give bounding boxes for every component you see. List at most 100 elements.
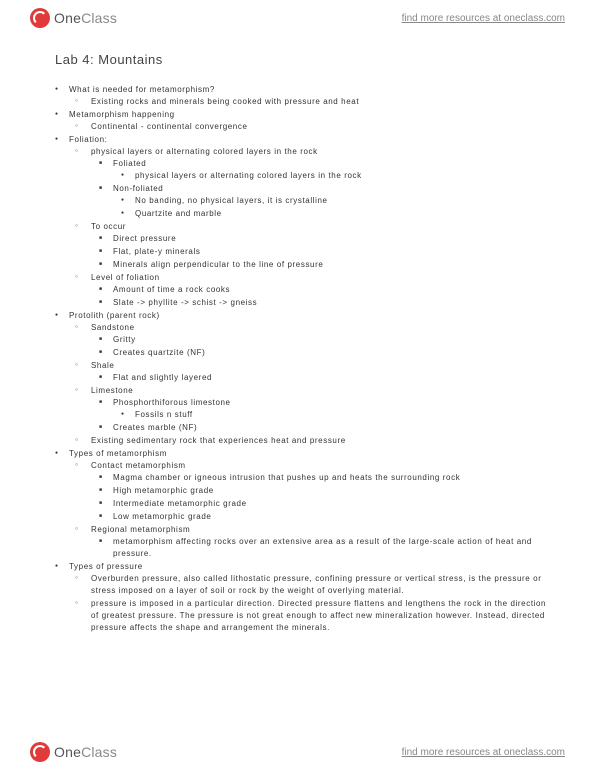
outline-level-2: Direct pressure Flat, plate-y minerals Min… (91, 233, 555, 271)
outline-level-3: physical layers or alternating colored l… (113, 170, 555, 182)
list-item: Creates marble (NF) (91, 422, 555, 434)
outline-level-1: physical layers or alternating colored l… (69, 146, 555, 309)
list-item: Sandstone Gritty Creates quartzite (NF) (69, 322, 555, 359)
list-item: Limestone Phosphorthiforous limestone Foss… (69, 385, 555, 434)
list-item: Types of metamorphism Contact metamorphis… (55, 448, 555, 560)
list-item: Low metamorphic grade (91, 511, 555, 523)
item-text: Creates quartzite (NF) (113, 348, 205, 357)
outline-level-2: Magma chamber or igneous intrusion that … (91, 472, 555, 523)
brand-one: One (54, 744, 81, 760)
item-text: Level of foliation (91, 273, 160, 282)
list-item: Flat and slightly layered (91, 372, 555, 384)
brand-name: OneClass (54, 10, 117, 26)
item-text: Foliated (113, 159, 146, 168)
item-text: Existing sedimentary rock that experienc… (91, 436, 346, 445)
list-item: Creates quartzite (NF) (91, 347, 555, 359)
list-item: Continental - continental convergence (69, 121, 555, 133)
item-text: Amount of time a rock cooks (113, 285, 230, 294)
list-item: Foliated physical layers or alternating c… (91, 158, 555, 182)
list-item: metamorphism affecting rocks over an ext… (91, 536, 555, 560)
brand-class: Class (81, 744, 117, 760)
item-text: pressure is imposed in a particular dire… (91, 599, 546, 632)
list-item: Quartzite and marble (113, 208, 555, 220)
list-item: No banding, no physical layers, it is cr… (113, 195, 555, 207)
list-item: physical layers or alternating colored l… (69, 146, 555, 220)
outline-level-1: Continental - continental convergence (69, 121, 555, 133)
item-text: Direct pressure (113, 234, 176, 243)
page-header: OneClass find more resources at oneclass… (0, 0, 595, 36)
item-text: What is needed for metamorphism? (69, 85, 215, 94)
item-text: Protolith (parent rock) (69, 311, 160, 320)
list-item: Foliation: physical layers or alternating… (55, 134, 555, 309)
item-text: Creates marble (NF) (113, 423, 197, 432)
list-item: Non-foliatedNo banding, no physical laye… (91, 183, 555, 220)
logo-circle-icon (30, 8, 50, 28)
item-text: Flat, plate-y minerals (113, 247, 200, 256)
item-text: No banding, no physical layers, it is cr… (135, 196, 328, 205)
outline-level-2: Amount of time a rock cooks Slate -> phyl… (91, 284, 555, 309)
list-item: Metamorphism happening Continental - cont… (55, 109, 555, 133)
item-text: Metamorphism happening (69, 110, 175, 119)
item-text: Low metamorphic grade (113, 512, 211, 521)
outline-level-2: Phosphorthiforous limestone Fossils n stu… (91, 397, 555, 434)
resources-link-top[interactable]: find more resources at oneclass.com (402, 13, 565, 24)
outline-level-1: Contact metamorphism Magma chamber or ign… (69, 460, 555, 560)
list-item: Minerals align perpendicular to the line… (91, 259, 555, 271)
list-item: Level of foliation Amount of time a rock … (69, 272, 555, 309)
item-text: Types of metamorphism (69, 449, 167, 458)
item-text: Phosphorthiforous limestone (113, 398, 231, 407)
item-text: Regional metamorphism (91, 525, 190, 534)
list-item: To occur Direct pressure Flat, plate-y min… (69, 221, 555, 271)
outline-level-3: No banding, no physical layers, it is cr… (113, 195, 555, 220)
item-text: High metamorphic grade (113, 486, 214, 495)
document-body: Lab 4: Mountains What is needed for meta… (55, 50, 555, 730)
item-text: physical layers or alternating colored l… (91, 147, 318, 156)
list-item: Direct pressure (91, 233, 555, 245)
item-text: Fossils n stuff (135, 410, 193, 419)
list-item: Regional metamorphism metamorphism affect… (69, 524, 555, 560)
brand-class: Class (81, 10, 117, 26)
outline-level-1: Overburden pressure, also called lithost… (69, 573, 555, 634)
item-text: Gritty (113, 335, 136, 344)
resources-link-bottom[interactable]: find more resources at oneclass.com (402, 747, 565, 758)
outline-level-2: Foliated physical layers or alternating c… (91, 158, 555, 220)
item-text: Contact metamorphism (91, 461, 186, 470)
list-item: Phosphorthiforous limestone Fossils n stu… (91, 397, 555, 421)
item-text: Sandstone (91, 323, 135, 332)
item-text: Minerals align perpendicular to the line… (113, 260, 323, 269)
list-item: pressure is imposed in a particular dire… (69, 598, 555, 634)
logo-circle-icon (30, 742, 50, 762)
page-title: Lab 4: Mountains (55, 50, 555, 70)
list-item: Shale Flat and slightly layered (69, 360, 555, 384)
list-item: physical layers or alternating colored l… (113, 170, 555, 182)
brand-logo-footer: OneClass (30, 742, 117, 762)
list-item: Intermediate metamorphic grade (91, 498, 555, 510)
outline-level-1: Sandstone Gritty Creates quartzite (NF) Sha… (69, 322, 555, 447)
list-item: Existing rocks and minerals being cooked… (69, 96, 555, 108)
list-item: Protolith (parent rock) Sandstone Gritty Cr… (55, 310, 555, 447)
outline-level-1: Existing rocks and minerals being cooked… (69, 96, 555, 108)
item-text: Flat and slightly layered (113, 373, 212, 382)
item-text: Shale (91, 361, 114, 370)
list-item: Existing sedimentary rock that experienc… (69, 435, 555, 447)
brand-logo: OneClass (30, 8, 117, 28)
item-text: Intermediate metamorphic grade (113, 499, 247, 508)
item-text: Limestone (91, 386, 133, 395)
list-item: What is needed for metamorphism? Existing… (55, 84, 555, 108)
list-item: Amount of time a rock cooks (91, 284, 555, 296)
list-item: Flat, plate-y minerals (91, 246, 555, 258)
item-text: Slate -> phyllite -> schist -> gneiss (113, 298, 257, 307)
item-text: Existing rocks and minerals being cooked… (91, 97, 359, 106)
list-item: Overburden pressure, also called lithost… (69, 573, 555, 597)
list-item: Slate -> phyllite -> schist -> gneiss (91, 297, 555, 309)
item-text: To occur (91, 222, 126, 231)
list-item: Magma chamber or igneous intrusion that … (91, 472, 555, 484)
item-text: Foliation: (69, 135, 107, 144)
list-item: Fossils n stuff (113, 409, 555, 421)
outline-level-2: Gritty Creates quartzite (NF) (91, 334, 555, 359)
outline-level-2: Flat and slightly layered (91, 372, 555, 384)
item-text: metamorphism affecting rocks over an ext… (113, 537, 532, 558)
item-text: Quartzite and marble (135, 209, 222, 218)
item-text: Types of pressure (69, 562, 143, 571)
item-text: Continental - continental convergence (91, 122, 248, 131)
